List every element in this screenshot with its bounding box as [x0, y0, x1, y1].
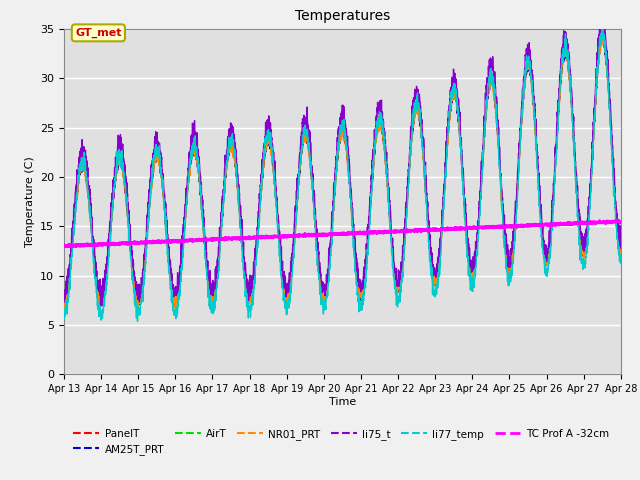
Legend: PanelT, AM25T_PRT, AirT, NR01_PRT, li75_t, li77_temp, TC Prof A -32cm: PanelT, AM25T_PRT, AirT, NR01_PRT, li75_…: [69, 424, 613, 459]
Y-axis label: Temperature (C): Temperature (C): [24, 156, 35, 247]
Title: Temperatures: Temperatures: [295, 10, 390, 24]
X-axis label: Time: Time: [329, 397, 356, 407]
Text: GT_met: GT_met: [75, 28, 122, 38]
